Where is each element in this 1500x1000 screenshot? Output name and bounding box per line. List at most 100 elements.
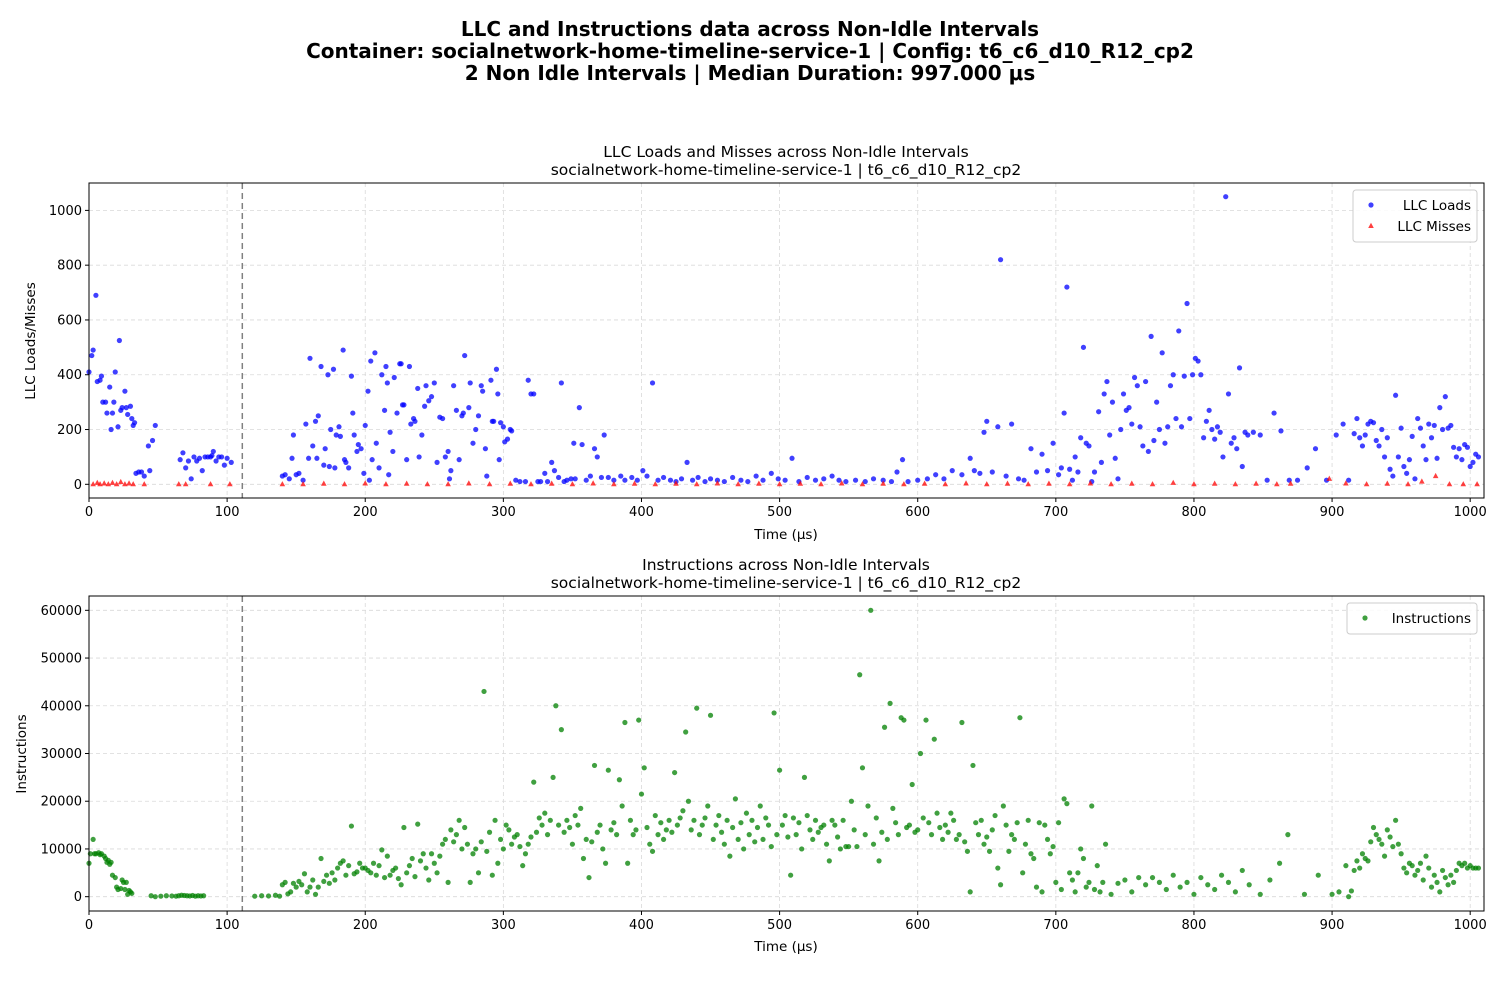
llc-point-1 (880, 480, 886, 486)
llc-point-0 (1072, 454, 1078, 460)
llc-point-0 (199, 468, 205, 474)
llc-y-tick-label: 0 (74, 478, 82, 493)
llc-point-1 (1149, 481, 1156, 487)
llc-point-0 (183, 465, 189, 471)
instructions-point-0 (404, 870, 410, 876)
instructions-x-tick-label: 200 (353, 918, 378, 933)
llc-point-1 (207, 481, 214, 487)
llc-legend-label: LLC Misses (1397, 219, 1471, 235)
instructions-point-0 (1412, 872, 1418, 878)
instructions-point-0 (442, 836, 448, 843)
llc-point-0 (1475, 454, 1482, 460)
llc-point-1 (227, 481, 233, 487)
instructions-point-0 (589, 839, 595, 845)
instructions-point-0 (928, 832, 935, 838)
llc-point-0 (1412, 476, 1418, 482)
instructions-point-0 (660, 836, 667, 843)
llc-point-0 (1423, 457, 1429, 463)
instructions-point-0 (876, 858, 882, 864)
llc-point-0 (102, 399, 109, 405)
llc-point-0 (644, 473, 650, 479)
instructions-point-0 (909, 781, 915, 788)
instructions-point-0 (118, 885, 124, 892)
instructions-point-0 (569, 841, 576, 847)
instructions-point-0 (312, 891, 319, 897)
instructions-point-0 (437, 853, 443, 859)
llc-point-0 (1195, 358, 1201, 364)
instructions-point-0 (1368, 839, 1374, 845)
llc-point-0 (1198, 372, 1204, 378)
instructions-point-0 (464, 841, 471, 847)
instructions-point-0 (857, 672, 863, 678)
llc-point-1 (1253, 480, 1259, 486)
llc-y-axis-label: LLC Loads/Misses (23, 282, 39, 400)
llc-point-1 (983, 481, 990, 487)
instructions-point-0 (169, 893, 175, 899)
instructions-point-0 (1020, 870, 1026, 876)
instructions-point-0 (641, 765, 647, 771)
llc-point-0 (93, 292, 99, 298)
llc-point-0 (1401, 463, 1407, 470)
instructions-point-0 (677, 815, 683, 821)
instructions-point-0 (835, 834, 841, 840)
llc-point-1 (175, 481, 182, 487)
instructions-point-0 (986, 848, 993, 854)
instructions-point-0 (776, 767, 783, 773)
instructions-point-0 (846, 843, 852, 850)
instructions-y-tick-label: 20000 (41, 795, 82, 810)
llc-point-0 (210, 448, 216, 455)
instructions-point-0 (975, 832, 982, 838)
llc-legend-marker (1368, 222, 1374, 228)
llc-point-0 (634, 477, 640, 483)
llc-point-0 (228, 459, 234, 465)
instructions-point-0 (1387, 834, 1393, 840)
instructions-point-0 (1393, 817, 1399, 823)
instructions-point-0 (1398, 851, 1404, 857)
instructions-point-0 (536, 815, 542, 821)
instructions-point-0 (1097, 889, 1103, 895)
llc-point-0 (89, 352, 95, 359)
llc-point-0 (1214, 424, 1221, 430)
llc-point-0 (649, 380, 656, 386)
llc-point-0 (1187, 415, 1193, 422)
llc-point-0 (1470, 459, 1476, 465)
instructions-point-0 (862, 832, 868, 838)
llc-point-0 (1225, 391, 1232, 397)
llc-point-0 (386, 472, 392, 478)
llc-point-0 (789, 455, 795, 461)
instructions-point-0 (473, 846, 479, 852)
llc-point-0 (1426, 421, 1432, 427)
llc-point-1 (735, 481, 741, 487)
instructions-point-0 (90, 836, 96, 843)
instructions-y-tick-label: 60000 (41, 604, 82, 619)
llc-point-0 (531, 391, 537, 397)
instructions-point-0 (959, 719, 965, 726)
llc-point-0 (551, 468, 558, 474)
llc-point-0 (354, 448, 360, 455)
llc-point-0 (104, 410, 110, 416)
instructions-point-0 (633, 827, 639, 833)
llc-point-0 (1058, 465, 1064, 471)
instructions-point-0 (948, 810, 954, 816)
instructions-point-0 (1050, 843, 1056, 850)
llc-point-0 (484, 473, 490, 479)
llc-point-0 (1359, 443, 1366, 449)
instructions-point-0 (1428, 884, 1435, 890)
llc-point-0 (332, 465, 338, 471)
instructions-point-0 (917, 750, 924, 757)
instructions-point-0 (790, 815, 797, 821)
llc-point-0 (1464, 444, 1471, 450)
llc-point-1 (466, 480, 472, 486)
instructions-point-0 (445, 879, 451, 885)
llc-x-tick-label: 800 (1182, 505, 1207, 520)
llc-point-0 (119, 405, 125, 411)
instructions-point-0 (879, 829, 885, 835)
llc-point-0 (1143, 378, 1149, 385)
instructions-point-0 (1246, 882, 1252, 888)
instructions-point-0 (1359, 851, 1366, 857)
llc-point-0 (1390, 473, 1396, 479)
llc-point-0 (1346, 477, 1352, 483)
instructions-point-0 (854, 843, 860, 850)
instructions-point-0 (754, 824, 761, 831)
llc-point-0 (122, 388, 128, 394)
